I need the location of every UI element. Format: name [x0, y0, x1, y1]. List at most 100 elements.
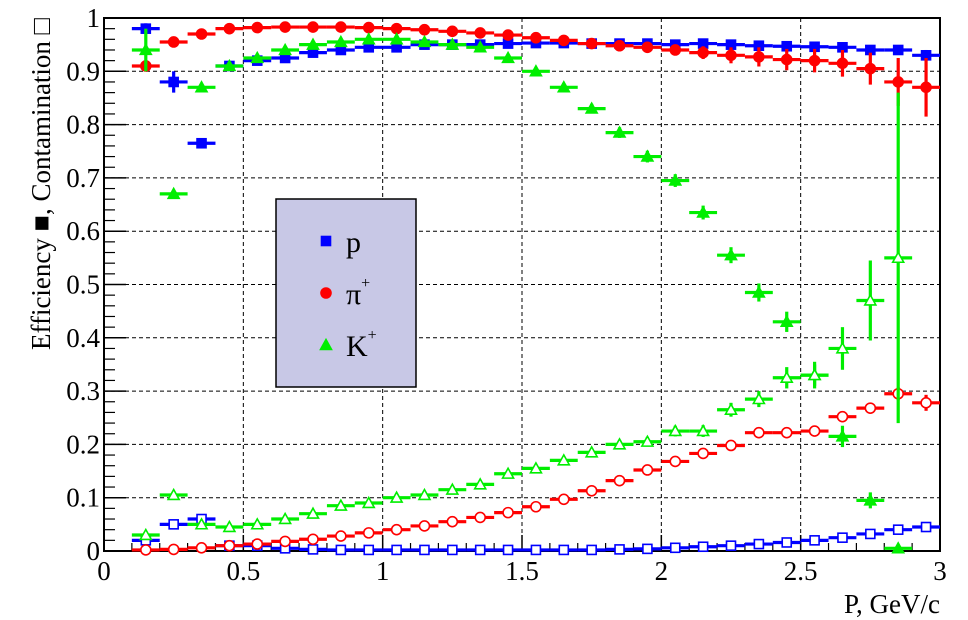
data-point: [418, 23, 431, 36]
data-point: [166, 487, 181, 501]
y-tick-label: 0.2: [66, 429, 100, 459]
y-tick-label: 0.4: [66, 323, 100, 353]
data-point: [530, 500, 542, 513]
data-point: [585, 484, 598, 497]
data-point: [753, 538, 765, 550]
data-point: [640, 149, 655, 162]
data-point: [557, 34, 570, 47]
data-point: [445, 37, 460, 50]
data-point: [724, 402, 738, 415]
data-point: [584, 101, 599, 114]
data-point: [446, 515, 459, 528]
data-point: [529, 461, 543, 474]
legend-label-sup: +: [361, 275, 370, 292]
data-point: [391, 544, 402, 556]
data-point: [195, 542, 208, 554]
x-tick-label: 0: [97, 556, 111, 586]
legend: pπ+K+: [275, 198, 417, 388]
data-point: [529, 64, 543, 77]
y-tick-label: 0.5: [66, 270, 100, 300]
data-point: [502, 29, 514, 41]
data-point: [307, 21, 319, 33]
data-point: [865, 528, 876, 540]
data-point: [168, 519, 179, 530]
data-point: [335, 544, 347, 556]
x-tick-label: 1: [376, 556, 390, 586]
data-point: [223, 539, 236, 552]
data-point: [334, 498, 348, 511]
data-point: [418, 520, 431, 532]
data-point: [306, 506, 320, 519]
series-contamination-3: [131, 387, 940, 556]
data-point: [278, 42, 292, 56]
y-axis-title: Efficiency ■, Contamination □: [26, 17, 56, 350]
data-point: [614, 544, 625, 555]
data-point: [250, 50, 265, 64]
data-point: [222, 58, 237, 72]
data-point: [363, 544, 375, 556]
data-point: [390, 22, 403, 35]
data-point: [140, 544, 152, 556]
series-contamination-5: [131, 92, 913, 541]
data-point: [613, 39, 626, 52]
y-tick-label: 0: [87, 536, 101, 566]
data-point: [809, 535, 820, 546]
data-point: [530, 544, 542, 556]
data-point: [586, 544, 597, 556]
data-point: [417, 487, 432, 501]
data-point: [808, 425, 821, 437]
data-point: [696, 205, 710, 218]
data-point: [808, 54, 821, 67]
data-point: [920, 397, 932, 409]
data-point: [556, 453, 571, 466]
data-point: [779, 314, 794, 328]
data-point: [836, 410, 849, 423]
data-point: [361, 495, 376, 509]
data-point: [752, 391, 766, 405]
tick-labels: 0 0.5 1 1.5 2 2.5 3 0 0.1 0.2 0.3 0.4 0.5 0.6 0.7 0.8 0.…: [66, 3, 947, 586]
data-point: [335, 530, 347, 542]
data-point: [696, 423, 710, 437]
data-point: [697, 541, 709, 553]
data-point: [556, 80, 571, 93]
data-point: [502, 506, 514, 519]
data-point: [780, 426, 793, 439]
data-point: [445, 482, 460, 495]
data-point: [196, 137, 207, 149]
data-point: [863, 493, 878, 506]
data-point: [641, 464, 654, 476]
data-point: [557, 493, 570, 506]
grid-lines: [104, 18, 940, 551]
data-point: [502, 544, 514, 556]
legend-label: p: [346, 226, 361, 259]
data-point: [864, 402, 877, 414]
y-tick-label: 0.7: [66, 163, 100, 193]
data-point: [501, 50, 515, 64]
series-layer: [131, 21, 940, 556]
data-point: [779, 370, 794, 383]
data-point: [279, 535, 291, 548]
data-point: [389, 490, 404, 503]
data-point: [251, 538, 264, 550]
data-point: [697, 46, 709, 59]
data-point: [835, 341, 850, 354]
legend-label-sup: +: [368, 327, 377, 344]
data-point: [725, 540, 737, 551]
data-point: [474, 511, 487, 524]
data-point: [724, 248, 738, 261]
data-point: [417, 34, 432, 48]
y-tick-label: 0.3: [66, 376, 100, 406]
x-tick-label: 2: [655, 556, 669, 586]
data-point: [335, 21, 347, 33]
data-point: [641, 41, 654, 54]
data-point: [279, 21, 291, 33]
legend-box: [275, 198, 417, 388]
data-point: [725, 49, 737, 62]
data-point: [307, 544, 319, 555]
data-point: [863, 293, 878, 306]
data-point: [584, 445, 599, 458]
data-point: [474, 544, 486, 556]
data-point: [530, 31, 542, 44]
data-point: [167, 36, 180, 48]
